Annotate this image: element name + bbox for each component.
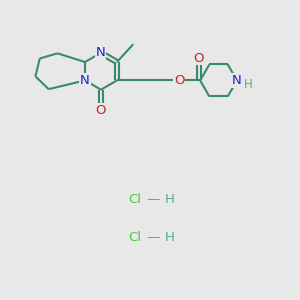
Text: H: H <box>164 231 174 244</box>
Text: O: O <box>194 52 204 65</box>
Text: H: H <box>164 193 174 206</box>
Text: N: N <box>232 74 242 87</box>
Text: Cl: Cl <box>129 231 142 244</box>
Text: —: — <box>146 193 160 206</box>
Text: N: N <box>96 46 106 59</box>
Text: Cl: Cl <box>129 193 142 206</box>
Text: N: N <box>80 74 90 87</box>
Text: H: H <box>244 77 253 91</box>
Text: O: O <box>96 104 106 117</box>
Text: —: — <box>146 231 160 244</box>
Text: O: O <box>174 74 184 87</box>
